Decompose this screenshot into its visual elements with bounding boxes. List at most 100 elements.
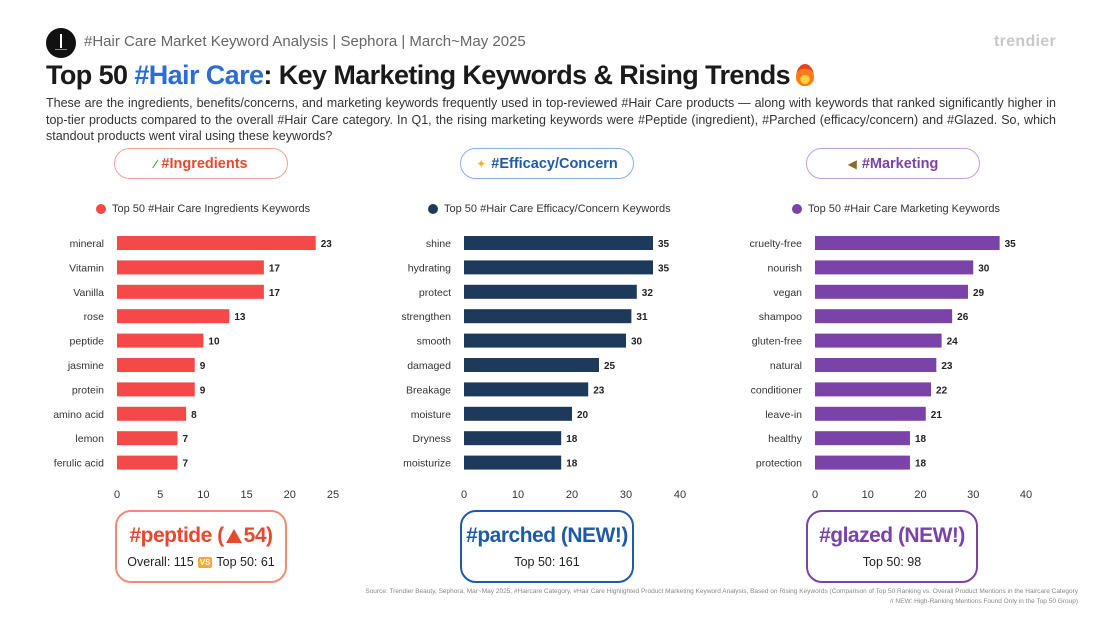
highlight-glazed-title: #glazed (NEW!) bbox=[819, 524, 965, 547]
x-tick-label: 10 bbox=[862, 489, 874, 501]
x-tick-label: 5 bbox=[157, 489, 163, 501]
brand-wordmark: trendier bbox=[994, 33, 1056, 50]
bar bbox=[117, 260, 264, 275]
bar-value-label: 7 bbox=[182, 459, 188, 470]
bar-value-label: 35 bbox=[1005, 239, 1017, 250]
category-label: gluten-free bbox=[752, 336, 802, 348]
header-subtitle: #Hair Care Market Keyword Analysis | Sep… bbox=[84, 33, 526, 50]
legend-label: Top 50 #Hair Care Efficacy/Concern Keywo… bbox=[444, 203, 671, 215]
legend-label: Top 50 #Hair Care Ingredients Keywords bbox=[112, 203, 311, 215]
bar-value-label: 23 bbox=[593, 385, 605, 396]
pill-ingredients-label: #Ingredients bbox=[161, 155, 248, 172]
bar bbox=[117, 431, 178, 446]
bar bbox=[117, 284, 264, 299]
category-label: jasmine bbox=[67, 360, 104, 372]
x-tick-label: 30 bbox=[620, 489, 632, 501]
highlight-peptide-sub: Overall: 115 VS Top 50: 61 bbox=[127, 555, 275, 569]
category-label: ferulic acid bbox=[54, 458, 104, 470]
page-title: Top 50 #Hair Care: Key Marketing Keyword… bbox=[46, 60, 815, 91]
category-label: moisture bbox=[411, 409, 451, 421]
bar-value-label: 8 bbox=[191, 410, 197, 421]
bar-value-label: 35 bbox=[658, 263, 670, 274]
category-label: smooth bbox=[417, 336, 452, 348]
bar bbox=[117, 455, 178, 470]
legend-efficacy: Top 50 #Hair Care Efficacy/Concern Keywo… bbox=[428, 203, 671, 215]
category-label: Vitamin bbox=[69, 262, 104, 274]
efficacy-bar-chart: shine 35 hydrating 35 protect 32 strengthen 31 s… bbox=[401, 236, 686, 501]
bar-value-label: 9 bbox=[200, 385, 206, 396]
legend-dot bbox=[428, 204, 438, 214]
category-label: Vanilla bbox=[73, 287, 104, 299]
vs-badge: VS bbox=[197, 556, 213, 568]
x-tick-label: 30 bbox=[967, 489, 979, 501]
top50-count: Top 50: 161 bbox=[514, 555, 580, 569]
bar bbox=[815, 406, 926, 421]
bar bbox=[464, 284, 637, 299]
title-prefix: Top 50 bbox=[46, 60, 135, 90]
bar-value-label: 20 bbox=[577, 410, 589, 421]
bar bbox=[117, 358, 195, 372]
bar-value-label: 29 bbox=[973, 288, 985, 299]
bar bbox=[815, 260, 974, 275]
bar bbox=[464, 358, 599, 372]
highlight-parched: #parched (NEW!) Top 50: 161 bbox=[460, 510, 634, 583]
bar-value-label: 35 bbox=[658, 239, 670, 250]
bar bbox=[815, 455, 910, 470]
top50-count: Top 50: 98 bbox=[862, 555, 922, 569]
marketing-bar-chart: cruelty-free 35 nourish 30 vegan 29 shampoo 26 g… bbox=[749, 236, 1032, 501]
megaphone-icon: ◀ bbox=[847, 156, 857, 171]
category-label: moisturize bbox=[403, 458, 451, 470]
test-tube-icon: ∕ bbox=[154, 156, 157, 171]
bar bbox=[464, 236, 653, 250]
category-label: strengthen bbox=[401, 311, 451, 323]
top50-count: Top 50: 61 bbox=[216, 555, 275, 569]
x-tick-label: 25 bbox=[327, 489, 339, 501]
title-suffix: : Key Marketing Keywords & Rising Trends bbox=[263, 60, 791, 90]
x-tick-label: 20 bbox=[284, 489, 296, 501]
category-label: protection bbox=[756, 458, 802, 470]
bar-value-label: 13 bbox=[234, 312, 246, 323]
category-label: rose bbox=[84, 311, 105, 323]
category-label: lemon bbox=[75, 433, 104, 445]
legend-dot bbox=[792, 204, 802, 214]
category-label: leave-in bbox=[765, 409, 802, 421]
category-label: healthy bbox=[768, 433, 803, 445]
bar-value-label: 22 bbox=[936, 385, 948, 396]
category-label: protect bbox=[419, 287, 451, 299]
title-accent: #Hair Care bbox=[134, 60, 264, 90]
source-line-2: // NEW: High-Ranking Mentions Found Only… bbox=[890, 598, 1078, 605]
category-label: conditioner bbox=[751, 384, 803, 396]
bar-value-label: 7 bbox=[182, 434, 188, 445]
bar bbox=[464, 260, 653, 275]
highlight-peptide-title: #peptide (54) bbox=[129, 524, 273, 548]
bar-value-label: 23 bbox=[941, 361, 953, 372]
bar-value-label: 18 bbox=[915, 434, 927, 445]
legend-marketing: Top 50 #Hair Care Marketing Keywords bbox=[792, 203, 1000, 215]
bar bbox=[815, 236, 1000, 250]
bar bbox=[815, 333, 942, 348]
highlight-peptide: #peptide (54) Overall: 115 VS Top 50: 61 bbox=[115, 510, 287, 583]
category-label: hydrating bbox=[408, 262, 451, 274]
highlight-parched-title: #parched (NEW!) bbox=[466, 524, 628, 547]
bar bbox=[464, 406, 572, 421]
bar bbox=[464, 333, 626, 348]
bar bbox=[815, 431, 910, 446]
highlight-change-value: 54 bbox=[243, 524, 267, 547]
bar-value-label: 18 bbox=[566, 459, 578, 470]
brand-logo-icon bbox=[46, 28, 76, 58]
bar bbox=[464, 309, 632, 324]
bar bbox=[117, 333, 204, 348]
bar-value-label: 31 bbox=[636, 312, 648, 323]
bar bbox=[117, 382, 195, 397]
legend-dot bbox=[96, 204, 106, 214]
x-tick-label: 0 bbox=[114, 489, 120, 501]
category-label: cruelty-free bbox=[749, 238, 802, 250]
highlight-keyword: #peptide bbox=[129, 524, 212, 547]
bar-value-label: 30 bbox=[978, 263, 990, 274]
bar bbox=[117, 309, 230, 324]
bar-value-label: 30 bbox=[631, 337, 643, 348]
bar bbox=[815, 284, 968, 299]
bar-value-label: 26 bbox=[957, 312, 969, 323]
highlight-paren-close: ) bbox=[266, 524, 273, 547]
bar-value-label: 32 bbox=[642, 288, 654, 299]
